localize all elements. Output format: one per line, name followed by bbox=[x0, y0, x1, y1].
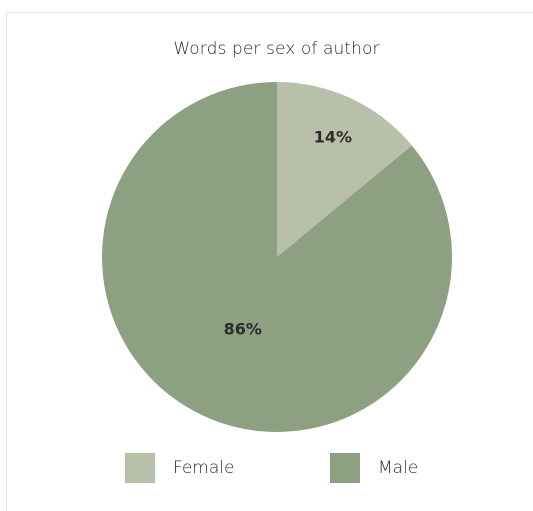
legend-item-male[interactable]: Male bbox=[330, 452, 418, 484]
chart-title: Words per sex of author bbox=[173, 39, 380, 59]
pie-chart: 14% 86% bbox=[101, 82, 452, 432]
legend-swatch-male bbox=[330, 453, 360, 483]
chart-legend: Female Male bbox=[0, 452, 533, 484]
pie-slice-female[interactable] bbox=[277, 82, 412, 257]
slice-label-male: 86% bbox=[224, 319, 262, 338]
legend-swatch-female bbox=[125, 453, 155, 483]
legend-item-female[interactable]: Female bbox=[125, 452, 234, 484]
legend-label-male: Male bbox=[378, 458, 419, 478]
legend-label-female: Female bbox=[173, 458, 235, 478]
chart-frame bbox=[6, 12, 533, 511]
pie-slice-male[interactable] bbox=[101, 82, 452, 432]
slice-label-female: 14% bbox=[314, 128, 352, 147]
